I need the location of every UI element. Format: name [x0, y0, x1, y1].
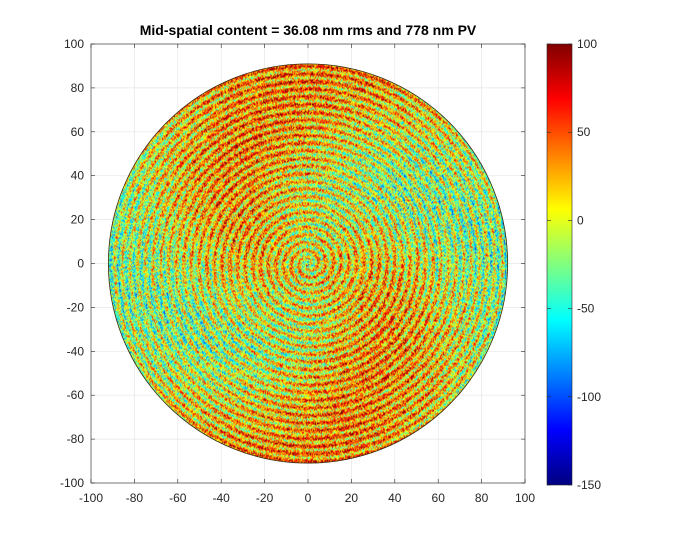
x-tick-label: -20	[256, 491, 274, 505]
surface-image	[108, 63, 508, 464]
x-tick-label: 20	[345, 491, 359, 505]
y-tick-label: 20	[71, 213, 85, 227]
colorbar-gradient	[546, 43, 573, 486]
y-tick-label: 0	[77, 257, 84, 271]
x-tick-label: 80	[475, 491, 489, 505]
colorbar: -150 -100 -50 0 50 100	[546, 37, 601, 492]
y-tick-label: 100	[64, 37, 84, 51]
x-axis: -100 -80 -60 -40 -20 0 20 40 60 80 100	[79, 44, 535, 505]
y-tick-label: -80	[67, 432, 85, 446]
y-tick-label: 60	[71, 125, 85, 139]
colorbar-tick-label: -100	[577, 390, 601, 404]
chart-title: Mid-spatial content = 36.08 nm rms and 7…	[140, 22, 477, 38]
x-tick-label: 40	[388, 491, 402, 505]
colorbar-tick-label: 100	[577, 37, 597, 51]
aperture-outline	[107, 63, 509, 464]
colorbar-tick-label: -150	[577, 478, 601, 492]
y-tick-label: 80	[71, 81, 85, 95]
x-tick-label: -60	[169, 491, 187, 505]
colorbar-ticks: -150 -100 -50 0 50 100	[547, 37, 601, 492]
y-tick-label: -20	[67, 300, 85, 314]
surface-map	[108, 63, 508, 464]
colorbar-tick-label: 50	[577, 125, 591, 139]
x-tick-label: -80	[126, 491, 144, 505]
colorbar-tick-label: -50	[577, 302, 595, 316]
x-tick-label: 100	[515, 491, 535, 505]
x-tick-label: 0	[305, 491, 312, 505]
colorbar-tick-label: 0	[577, 213, 584, 227]
x-tick-label: -40	[213, 491, 231, 505]
plot-axes: -100 -80 -60 -40 -20 0 20 40 60 80 100 -100-80-60-…	[60, 37, 535, 505]
y-axis: -100 -80 -60 -40 -20 0 20 40 60 80 100	[60, 37, 525, 490]
y-tick-label: -60	[67, 388, 85, 402]
y-tick-label: -100	[60, 476, 84, 490]
x-tick-label: 60	[432, 491, 446, 505]
y-tick-label: 40	[71, 169, 85, 183]
y-tick-label: -40	[67, 344, 85, 358]
x-tick-label: -100	[79, 491, 103, 505]
